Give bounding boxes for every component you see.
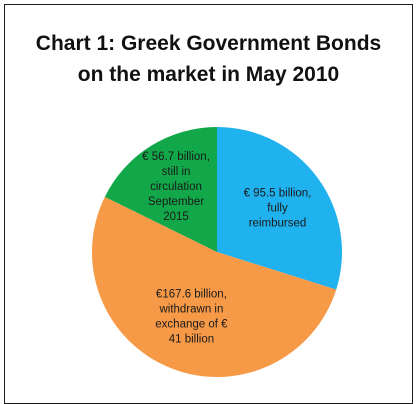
slice-label-2: € 56.7 billion, still in circulation Septem… bbox=[142, 151, 210, 223]
slice-label-1-line-0: €167.6 billion, bbox=[156, 288, 227, 300]
slice-label-1-line-3: 41 billion bbox=[169, 333, 214, 345]
chart-title-line-2: on the market in May 2010 bbox=[77, 63, 340, 86]
slice-label-0-line-2: reimbursed bbox=[249, 218, 307, 230]
slice-label-2-line-4: 2015 bbox=[163, 211, 189, 223]
slice-label-2-line-3: September bbox=[148, 196, 204, 208]
pie-slice-0 bbox=[217, 127, 342, 290]
slice-label-0-line-0: € 95.5 billion, bbox=[244, 188, 312, 200]
pie-slice-1 bbox=[92, 196, 337, 377]
slice-label-2-line-0: € 56.7 billion, bbox=[142, 151, 210, 163]
slice-label-0-line-1: fully bbox=[267, 203, 288, 215]
slice-label-2-line-2: circulation bbox=[150, 181, 202, 193]
chart-title: Chart 1: Greek Government Bonds on the m… bbox=[4, 28, 413, 90]
slice-label-1-line-1: withdrawn in bbox=[158, 303, 223, 315]
slice-label-0: € 95.5 billion, fully reimbursed bbox=[244, 188, 312, 230]
slice-label-1: €167.6 billion, withdrawn in exchange of €… bbox=[155, 288, 228, 345]
slice-label-2-line-1: still in bbox=[162, 166, 191, 178]
slice-label-1-line-2: exchange of € bbox=[155, 318, 228, 330]
pie-slice-2 bbox=[104, 127, 217, 252]
chart-title-line-1: Chart 1: Greek Government Bonds bbox=[35, 32, 382, 55]
